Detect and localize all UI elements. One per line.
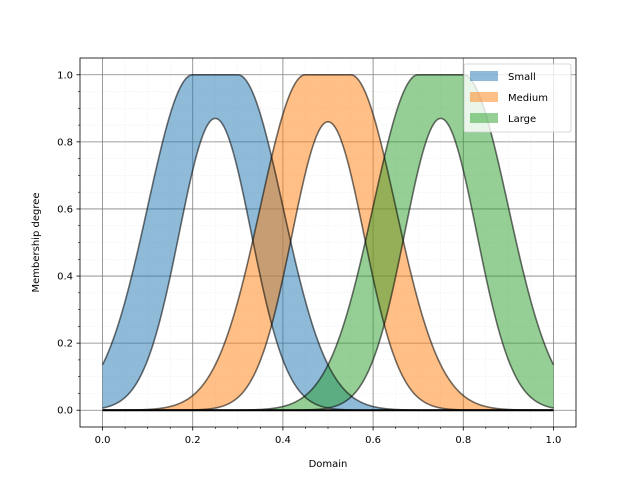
legend-label-medium: Medium xyxy=(508,93,548,104)
y-tick-label: 0.4 xyxy=(57,272,73,283)
legend-swatch-large xyxy=(470,113,498,123)
y-tick-label: 0.0 xyxy=(57,406,73,417)
legend-swatch-medium xyxy=(470,92,498,102)
x-tick-label: 0.6 xyxy=(365,435,381,446)
y-tick-label: 1.0 xyxy=(57,70,73,81)
y-axis-label: Membership degree xyxy=(31,192,42,292)
y-tick-label: 0.2 xyxy=(57,339,73,350)
legend-label-large: Large xyxy=(508,114,536,125)
legend-label-small: Small xyxy=(508,72,536,83)
y-axis-ticks: 0.0 0.2 0.4 0.6 0.8 1.0 xyxy=(57,70,80,417)
x-tick-label: 0.4 xyxy=(275,435,291,446)
x-axis-ticks: 0.0 0.2 0.4 0.6 0.8 1.0 xyxy=(95,427,562,446)
legend-swatch-small xyxy=(470,71,498,81)
upper-curve-medium xyxy=(102,73,554,412)
legend: Small Medium Large xyxy=(463,63,572,133)
x-axis-label: Domain xyxy=(309,459,348,470)
y-tick-label: 0.6 xyxy=(57,204,73,215)
x-tick-label: 0.0 xyxy=(95,435,111,446)
y-tick-label: 0.8 xyxy=(57,137,73,148)
x-tick-label: 0.2 xyxy=(185,435,201,446)
x-tick-label: 1.0 xyxy=(546,435,562,446)
x-tick-label: 0.8 xyxy=(455,435,471,446)
